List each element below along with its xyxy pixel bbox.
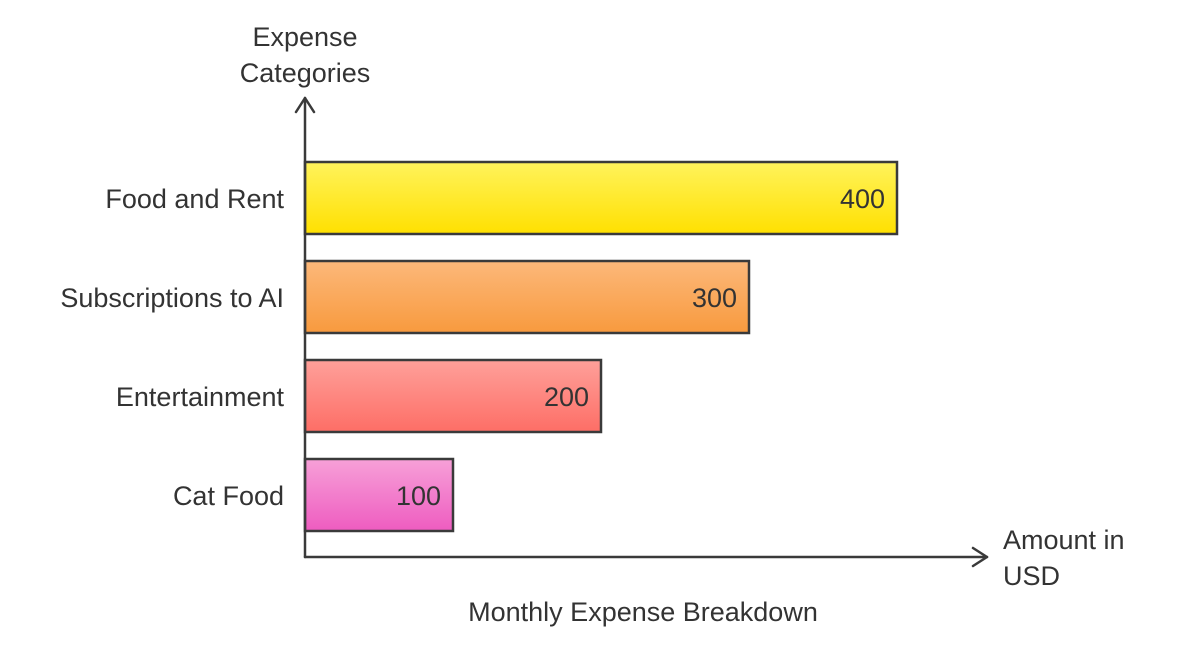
bar-2 — [303, 358, 603, 434]
x-axis-arrow-icon — [971, 546, 989, 568]
bar-value-label-3: 100 — [396, 481, 441, 511]
bar-3 — [303, 457, 455, 533]
category-label-3: Cat Food — [173, 481, 284, 511]
category-label-2: Entertainment — [116, 382, 285, 412]
x-axis-title-line2: USD — [1003, 561, 1060, 591]
y-axis-title-line2: Categories — [240, 58, 371, 88]
bar-0 — [303, 160, 899, 236]
category-label-1: Subscriptions to AI — [60, 283, 284, 313]
y-axis-arrow-icon — [294, 96, 316, 114]
bar-1 — [303, 259, 751, 335]
x-axis-title-line1: Amount in — [1003, 525, 1125, 555]
bars-layer: 400 Food and Rent 300 Subscriptions to AI 20… — [60, 160, 899, 533]
bar-value-label-2: 200 — [544, 382, 589, 412]
y-axis-title-line1: Expense — [252, 22, 357, 52]
category-label-0: Food and Rent — [105, 184, 284, 214]
bar-value-label-0: 400 — [840, 184, 885, 214]
bar-value-label-1: 300 — [692, 283, 737, 313]
chart-title: Monthly Expense Breakdown — [468, 597, 818, 627]
